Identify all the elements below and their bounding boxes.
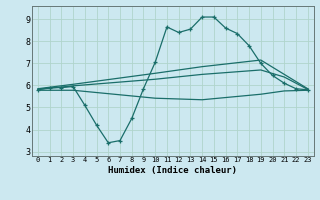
X-axis label: Humidex (Indice chaleur): Humidex (Indice chaleur) — [108, 166, 237, 175]
